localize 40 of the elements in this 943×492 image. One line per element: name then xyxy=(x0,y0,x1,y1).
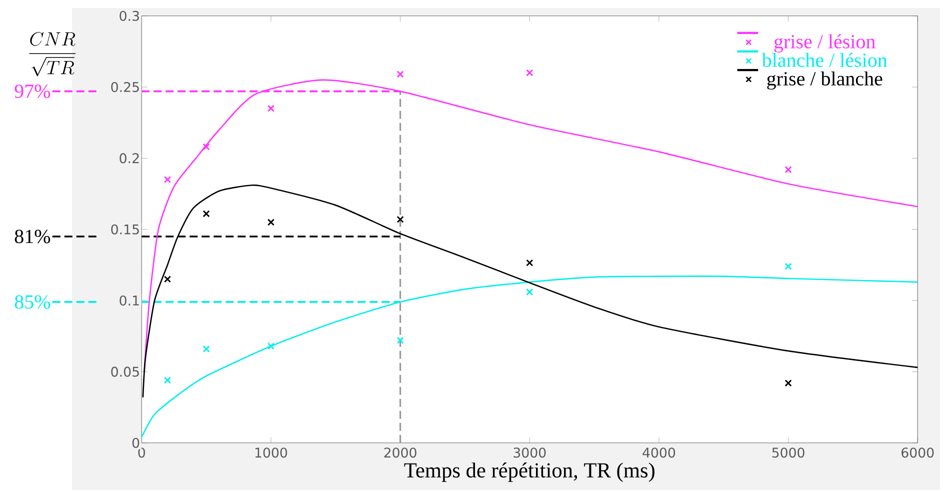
point xyxy=(526,288,534,296)
x-tick-label: 6000 xyxy=(902,448,934,458)
point xyxy=(396,216,404,223)
point xyxy=(267,104,275,112)
legend-label: blanche / lésion xyxy=(762,52,888,67)
point xyxy=(267,342,275,350)
legend-label: grise / blanche xyxy=(767,71,882,90)
y-axis-title: $\frac{CNR}{\sqrt{TR}}$ xyxy=(29,32,76,76)
point xyxy=(784,262,792,270)
x-tick-label: 1000 xyxy=(255,448,288,458)
point xyxy=(526,259,534,266)
text: 85% xyxy=(14,295,50,309)
x-tick-label: 3000 xyxy=(514,448,546,458)
legend-label: grise / lésion xyxy=(774,34,876,53)
point xyxy=(164,176,172,184)
y-tick-label: 0 xyxy=(132,438,140,448)
text: 81% xyxy=(14,230,50,244)
point xyxy=(202,143,210,150)
point xyxy=(202,210,210,218)
x-axis-title: Temps de répétition, TR (ms) xyxy=(404,462,654,482)
y-tick-label: 0.1 xyxy=(120,295,139,306)
line-series xyxy=(142,184,918,398)
point xyxy=(164,276,172,283)
point xyxy=(164,376,172,384)
point xyxy=(526,69,534,76)
y-tick-label: 0.05 xyxy=(111,366,139,377)
point xyxy=(784,166,792,174)
point xyxy=(267,218,275,226)
x-tick-label: 4000 xyxy=(642,448,676,458)
point xyxy=(396,336,404,344)
x-tick-label: 5000 xyxy=(772,448,804,458)
point xyxy=(202,345,210,353)
text: 97% xyxy=(14,84,50,98)
y-tick-label: 0.15 xyxy=(111,224,139,234)
y-tick-label: 0.25 xyxy=(111,82,139,92)
point xyxy=(784,380,792,387)
point xyxy=(396,70,404,78)
y-tick-label: 0.3 xyxy=(120,10,139,21)
y-tick-label: 0.2 xyxy=(120,153,139,164)
x-tick-label: 2000 xyxy=(384,448,416,458)
